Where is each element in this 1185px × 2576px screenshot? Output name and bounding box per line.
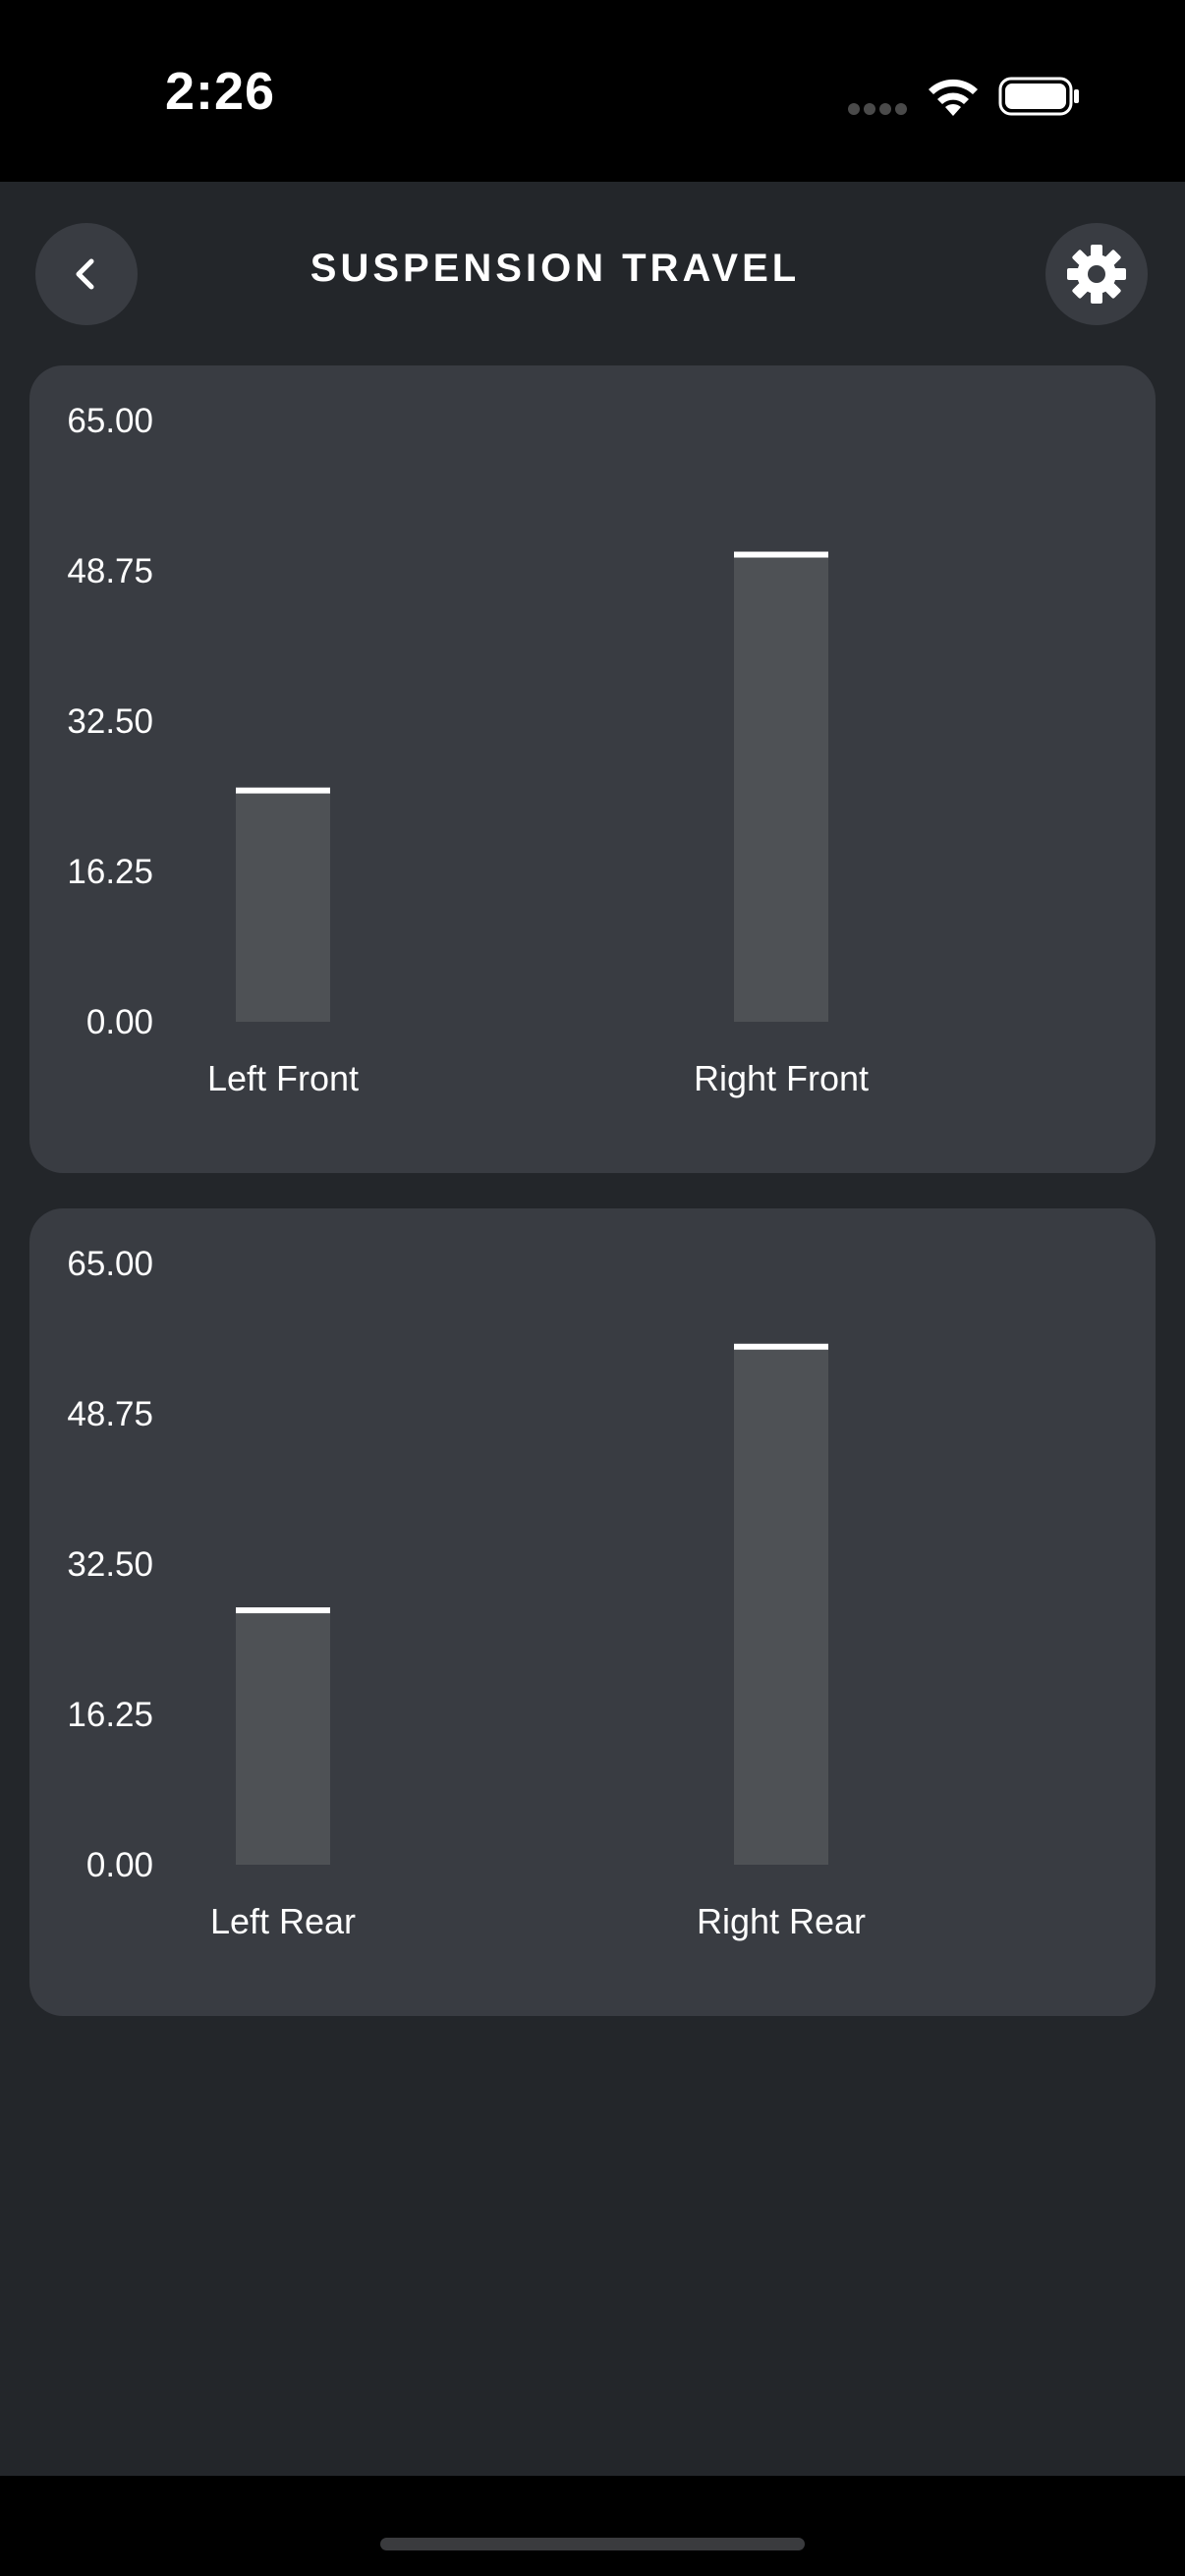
back-button[interactable] — [35, 223, 138, 325]
front-suspension-card: 65.00 48.75 32.50 16.25 0.00 Left Front Right … — [29, 365, 1156, 1173]
gear-icon — [1067, 245, 1126, 304]
y-tick-label: 0.00 — [86, 1846, 153, 1884]
y-tick-label: 0.00 — [86, 1003, 153, 1041]
wifi-icon — [929, 79, 978, 116]
y-tick-label: 32.50 — [67, 1545, 153, 1584]
y-tick-label: 48.75 — [67, 1395, 153, 1433]
travel-bar — [236, 790, 330, 1022]
y-tick-label: 16.25 — [67, 1696, 153, 1734]
y-tick-label: 65.00 — [67, 402, 153, 440]
battery-icon — [998, 77, 1079, 116]
settings-button[interactable] — [1045, 223, 1148, 325]
status-bar: 2:26 — [0, 0, 1185, 182]
travel-max-marker — [236, 787, 330, 794]
home-bar-area — [0, 2476, 1185, 2576]
travel-max-marker — [734, 1343, 828, 1350]
app-screen: SUSPENSION TRAVEL 65.00 48.75 32.50 16.25 0.… — [0, 182, 1185, 2476]
y-tick-label: 16.25 — [67, 853, 153, 891]
y-tick-label: 32.50 — [67, 702, 153, 741]
cellular-signal-icon — [848, 103, 907, 115]
travel-bar — [734, 1346, 828, 1865]
front-suspension-chart: 65.00 48.75 32.50 16.25 0.00 Left Front Right … — [67, 402, 869, 1098]
page-title: SUSPENSION TRAVEL — [310, 247, 801, 290]
home-indicator[interactable] — [380, 2538, 805, 2550]
category-label: Left Front — [207, 1058, 359, 1098]
y-tick-label: 48.75 — [67, 552, 153, 590]
travel-bar — [236, 1610, 330, 1865]
rear-suspension-chart: 65.00 48.75 32.50 16.25 0.00 Left Rear Right R… — [67, 1245, 866, 1941]
category-label: Right Front — [694, 1058, 869, 1098]
category-label: Left Rear — [210, 1901, 356, 1941]
y-tick-label: 65.00 — [67, 1245, 153, 1283]
category-label: Right Rear — [697, 1901, 866, 1941]
travel-max-marker — [734, 551, 828, 558]
rear-suspension-card: 65.00 48.75 32.50 16.25 0.00 Left Rear Right R… — [29, 1208, 1156, 2016]
travel-bar — [734, 554, 828, 1022]
travel-max-marker — [236, 1607, 330, 1614]
status-time: 2:26 — [165, 62, 276, 121]
chevron-left-icon — [76, 258, 94, 290]
